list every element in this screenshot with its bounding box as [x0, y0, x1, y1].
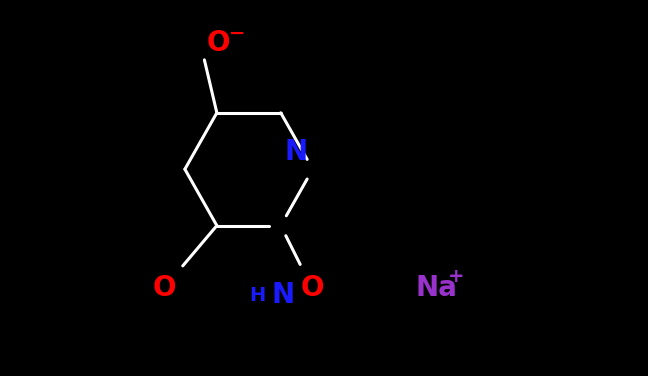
- Text: H: H: [249, 286, 266, 305]
- Text: Na: Na: [416, 274, 457, 302]
- Text: +: +: [448, 267, 465, 286]
- Text: O: O: [206, 29, 230, 57]
- Text: O: O: [301, 274, 325, 302]
- Text: N: N: [272, 281, 294, 309]
- Text: −: −: [229, 24, 245, 43]
- Text: O: O: [152, 274, 176, 302]
- Text: N: N: [284, 138, 307, 166]
